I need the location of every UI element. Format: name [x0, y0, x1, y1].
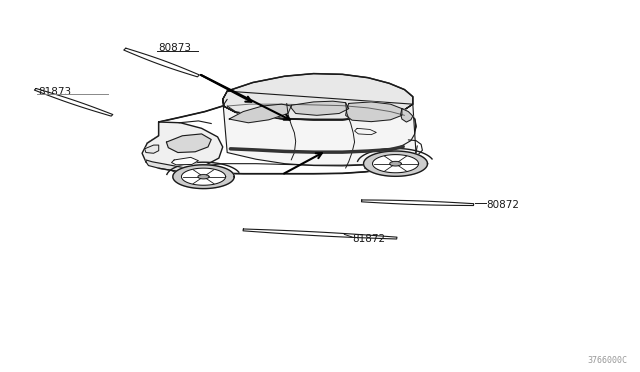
Polygon shape — [198, 174, 209, 179]
Polygon shape — [145, 145, 159, 153]
Text: 81873: 81873 — [38, 87, 72, 97]
Polygon shape — [146, 160, 186, 173]
Polygon shape — [124, 48, 200, 77]
Text: 3766000C: 3766000C — [588, 356, 627, 365]
Polygon shape — [173, 165, 234, 189]
Polygon shape — [142, 122, 223, 170]
Polygon shape — [390, 161, 401, 166]
Polygon shape — [372, 155, 419, 173]
Polygon shape — [346, 102, 402, 122]
Polygon shape — [364, 151, 428, 176]
Polygon shape — [229, 104, 291, 123]
Polygon shape — [181, 168, 226, 185]
Polygon shape — [362, 200, 474, 205]
Polygon shape — [243, 229, 397, 239]
Polygon shape — [166, 134, 211, 153]
Text: 80872: 80872 — [486, 200, 520, 209]
Polygon shape — [223, 74, 413, 120]
Polygon shape — [401, 109, 413, 122]
Text: 80873: 80873 — [159, 44, 192, 53]
Polygon shape — [223, 99, 416, 166]
Polygon shape — [172, 157, 198, 165]
Polygon shape — [146, 74, 416, 174]
Polygon shape — [291, 101, 349, 115]
Polygon shape — [35, 89, 113, 116]
Text: 81872: 81872 — [352, 234, 385, 244]
